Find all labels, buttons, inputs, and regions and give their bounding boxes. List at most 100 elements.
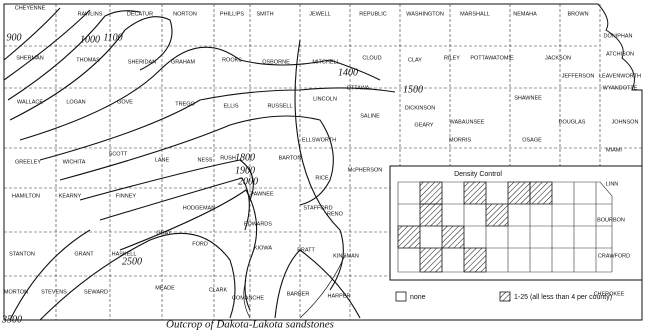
county-label: SCOTT [109,151,128,157]
county-label: NEMAHA [513,11,537,17]
county-label: RENO [327,211,344,217]
county-label: KEARNY [59,193,82,199]
county-label: LEAVENWORTH [599,73,641,79]
county-label: GRAY [156,230,172,236]
county-label: RILEY [444,55,460,61]
county-label: WASHINGTON [406,11,444,17]
county-label: ELLIS [224,103,239,109]
contour-label: 2500 [122,256,142,267]
county-label: PHILLIPS [220,11,244,17]
county-label: NESS [198,157,213,163]
county-label: RUSH [220,155,236,161]
county-label: LOGAN [66,99,85,105]
county-label: DICKINSON [405,105,436,111]
outcrop-label: Outcrop of Dakota-Lakota sandstones [166,319,334,331]
county-label: BARBER [287,291,310,297]
county-label: CLOUD [362,55,381,61]
county-label: MITCHELL [312,59,339,65]
county-label: CHEROKEE [594,291,625,297]
county-label: OTTAWA [347,85,370,91]
contour-label: 1500 [403,84,423,95]
county-label: REPUBLIC [359,11,387,17]
contour-label: 3500 [1,314,22,325]
county-label: JEWELL [309,11,330,17]
county-label: MARSHALL [460,11,490,17]
county-label: FINNEY [116,193,137,199]
county-label: DOUGLAS [559,119,586,125]
inset-map [389,165,643,302]
county-label: ROOKS [222,57,242,63]
county-label: STAFFORD [303,205,332,211]
inset-title: Density Control [454,171,502,178]
county-label: GOVE [117,99,133,105]
county-label: HASKELL [112,251,137,257]
county-label: SALINE [360,113,380,119]
county-label: COMANCHE [232,295,264,301]
county-label: MORRIS [449,137,471,143]
county-label: DECATUR [127,11,153,17]
county-label: TREGO [175,101,195,107]
county-label: DONIPHAN [603,33,632,39]
county-label: GREELEY [15,159,41,165]
contour-label: 1100 [103,32,122,43]
county-label: CLAY [408,57,422,63]
county-label: STANTON [9,251,35,257]
county-label: HODGEMAN [183,205,215,211]
legend-label: 1-25 (all less than 4 per county) [514,294,612,301]
county-label: BARTON [279,155,302,161]
contour-label: 1000 [80,34,100,45]
contour-label: 1900 [235,165,255,176]
county-label: STEVENS [41,289,67,295]
county-label: KIOWA [254,245,272,251]
county-label: CHEYENNE [15,5,46,11]
county-label: SHERMAN [16,55,44,61]
county-label: FORD [192,241,208,247]
county-label: WABAUNSEE [450,119,485,125]
county-label: PAWNEE [250,191,274,197]
county-label: GEARY [414,122,433,128]
county-label: POTTAWATOMIE [470,55,514,61]
county-label: EDWARDS [244,221,272,227]
county-label: CRAWFORD [598,253,630,259]
county-label: McPHERSON [348,167,383,173]
county-label: WALLACE [17,99,43,105]
county-label: JEFFERSON [562,73,595,79]
county-label: ATCHISON [606,51,634,57]
leader-line [243,254,346,319]
contour-label: 900 [7,32,22,43]
county-label: ELLSWORTH [302,137,336,143]
contour-label: 2000 [238,176,258,187]
county-label: RAWLINS [78,11,103,17]
county-label: CLARK [209,287,228,293]
county-label: SHERIDAN [128,59,156,65]
county-lines [4,4,642,320]
county-label: HAMILTON [12,193,40,199]
contour-label: 1800 [235,152,255,163]
county-label: BOURBON [597,217,625,223]
legend-label: none [410,294,426,301]
county-label: SEWARD [84,289,108,295]
county-label: RUSSELL [267,103,292,109]
county-label: LINN [606,181,619,187]
county-label: SMITH [256,11,273,17]
state-outline [3,3,643,321]
county-label: RICE [315,175,328,181]
county-label: PRATT [297,247,315,253]
county-label: GRANT [74,251,94,257]
county-label: WICHITA [63,159,86,165]
county-label: SHAWNEE [514,95,542,101]
county-label: GRAHAM [171,59,196,65]
county-label: LANE [155,157,170,163]
county-label: OSAGE [522,137,542,143]
county-label: JACKSON [545,55,571,61]
county-label: NORTON [173,11,197,17]
county-label: LINCOLN [313,96,337,102]
county-label: MIAMI [606,147,622,153]
county-label: KINGMAN [333,253,359,259]
county-label: JOHNSON [612,119,639,125]
county-label: BROWN [567,11,588,17]
contour-label: 1400 [338,67,358,78]
county-label: MORTON [4,289,28,295]
county-label: MEADE [155,285,175,291]
